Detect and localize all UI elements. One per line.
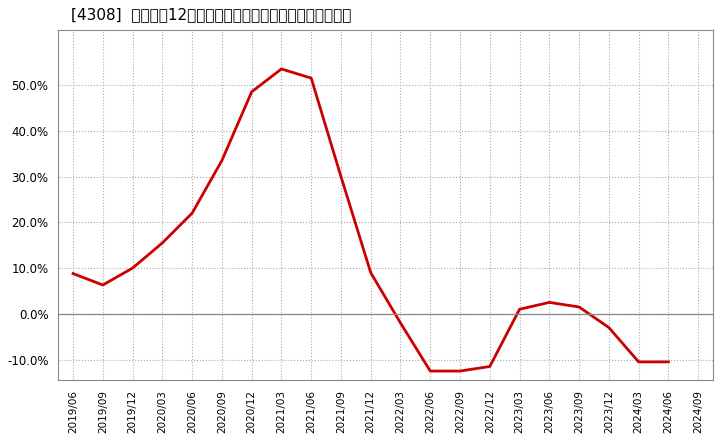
Text: [4308]  売上高の12か月移動合計の対前年同期増減率の推移: [4308] 売上高の12か月移動合計の対前年同期増減率の推移 bbox=[71, 7, 351, 22]
